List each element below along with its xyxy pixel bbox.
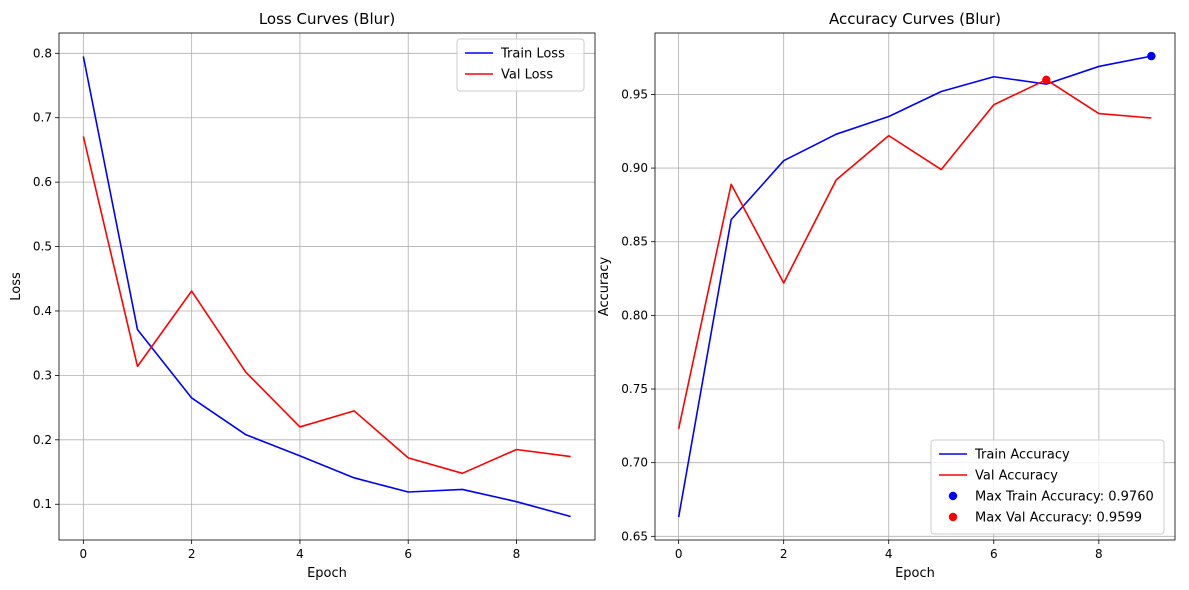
chart-title: Accuracy Curves (Blur) — [829, 10, 1001, 28]
y-tick-label: 0.7 — [33, 111, 52, 125]
axes-frame — [654, 32, 1176, 541]
legend-swatch-dot — [948, 512, 958, 522]
legend-label: Max Val Accuracy: 0.9599 — [975, 511, 1142, 526]
legend-label: Train Accuracy — [974, 448, 1070, 463]
y-axis-label: Loss — [9, 272, 24, 301]
y-tick-label: 0.90 — [621, 161, 648, 175]
y-tick-label: 0.95 — [621, 87, 648, 101]
y-tick-label: 0.8 — [33, 46, 52, 60]
x-tick-label: 4 — [296, 547, 304, 561]
y-tick-label: 0.6 — [33, 175, 52, 189]
legend-label: Train Loss — [500, 47, 565, 62]
series-line-train-accuracy — [677, 55, 1152, 518]
x-tick-label: 4 — [885, 547, 893, 561]
marker-max-val-accuracy — [1042, 75, 1051, 85]
chart-panel-loss: 0 2 4 6 8 0.1 0.2 0.3 0.4 0.5 0.6 0.7 0.8 Loss Curves… — [9, 10, 596, 581]
legend-label: Val Loss — [501, 68, 553, 83]
y-tick-label: 0.75 — [621, 382, 648, 396]
legend: Train Accuracy Val Accuracy Max Train Accu… — [930, 439, 1165, 535]
y-tick-label: 0.5 — [33, 240, 52, 254]
series-line-val-loss — [82, 136, 571, 475]
x-tick-label: 8 — [1095, 547, 1103, 561]
legend-swatch-dot — [948, 491, 958, 501]
x-tick-label: 0 — [675, 547, 683, 561]
y-tick-label: 0.80 — [621, 308, 648, 322]
x-tick-label: 2 — [188, 547, 196, 561]
series-line-val-accuracy — [677, 78, 1152, 429]
legend-frame — [930, 439, 1165, 535]
y-tick-label: 0.85 — [621, 235, 648, 249]
y-tick-label: 0.4 — [33, 304, 52, 318]
x-tick-label: 0 — [80, 547, 88, 561]
legend-label: Max Train Accuracy: 0.9760 — [975, 490, 1154, 505]
y-tick-label: 0.3 — [33, 368, 52, 382]
x-tick-label: 8 — [513, 547, 521, 561]
series-line-train-loss — [82, 56, 571, 518]
x-tick-label: 2 — [780, 547, 788, 561]
y-axis-label: Accuracy — [597, 257, 612, 317]
y-tick-label: 0.65 — [621, 529, 648, 543]
marker-max-train-accuracy — [1147, 51, 1156, 61]
axes-frame — [58, 32, 596, 541]
legend-label: Val Accuracy — [975, 469, 1058, 484]
y-tick-label: 0.1 — [33, 497, 52, 511]
x-tick-label: 6 — [404, 547, 412, 561]
legend-frame — [456, 38, 585, 92]
y-tick-label: 0.2 — [33, 433, 52, 447]
legend: Train Loss Val Loss — [456, 38, 585, 92]
x-axis-label: Epoch — [307, 566, 347, 581]
x-tick-label: 6 — [990, 547, 998, 561]
y-tick-label: 0.70 — [621, 456, 648, 470]
chart-panel-accuracy: 0 2 4 6 8 0.65 0.70 0.75 0.80 0.85 0.90 0.95 Accurac… — [597, 10, 1176, 581]
x-axis-label: Epoch — [895, 566, 935, 581]
chart-title: Loss Curves (Blur) — [259, 10, 395, 28]
